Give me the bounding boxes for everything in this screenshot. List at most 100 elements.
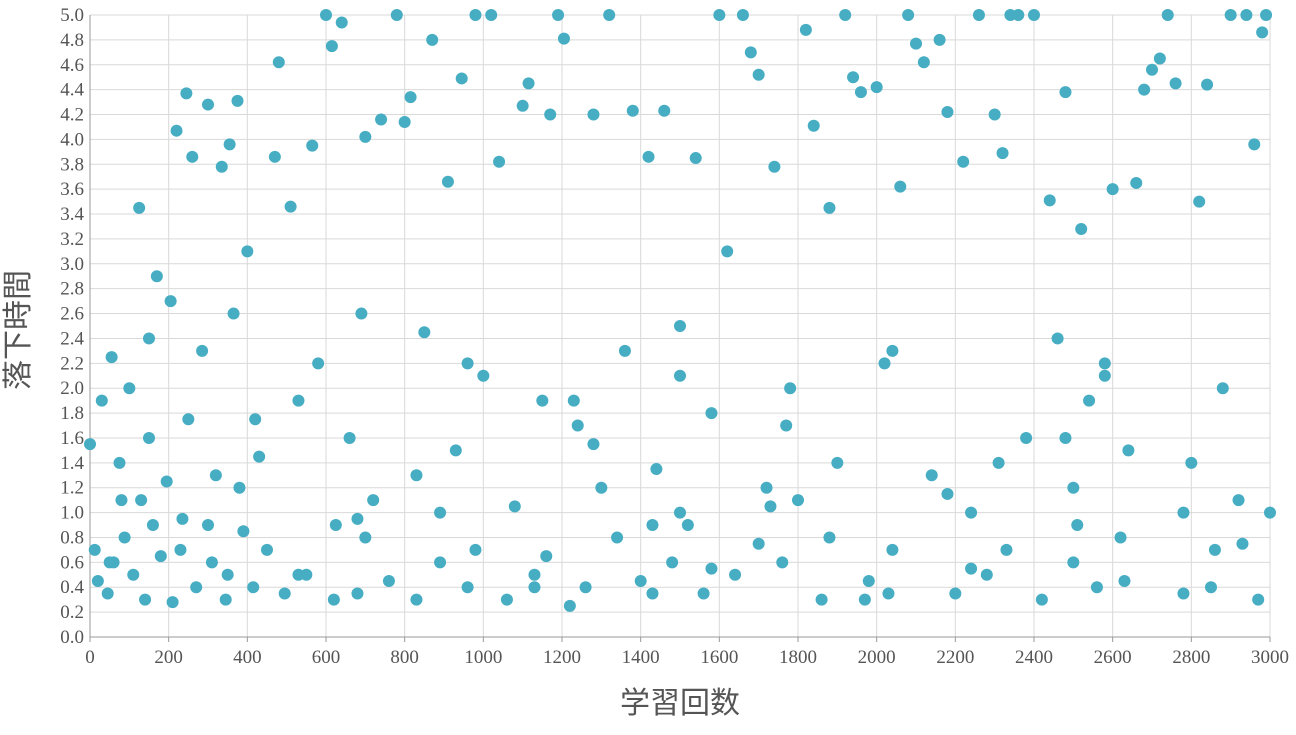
point: [351, 512, 364, 525]
point: [752, 537, 765, 550]
point: [646, 587, 659, 600]
point: [351, 587, 364, 600]
point: [95, 394, 108, 407]
point: [933, 33, 946, 46]
y-tick-label: 0.8: [60, 527, 84, 548]
point: [182, 413, 195, 426]
point: [792, 494, 804, 507]
point: [196, 344, 209, 357]
point: [390, 9, 403, 21]
point: [1169, 77, 1182, 90]
point: [335, 16, 348, 29]
point: [1240, 9, 1253, 21]
point: [1098, 369, 1111, 382]
point: [1051, 332, 1064, 345]
point: [1224, 9, 1237, 21]
y-tick-label: 2.4: [60, 328, 84, 349]
y-tick-label: 2.6: [60, 304, 84, 325]
point: [150, 270, 163, 283]
point: [847, 71, 860, 84]
point: [626, 104, 639, 117]
point: [595, 481, 608, 494]
point: [1020, 431, 1033, 444]
point: [642, 150, 655, 163]
point: [115, 494, 128, 507]
point: [219, 593, 232, 606]
point: [434, 556, 447, 569]
point: [579, 581, 592, 594]
point: [1153, 52, 1166, 65]
point: [557, 32, 570, 45]
point: [910, 37, 922, 50]
point: [88, 543, 101, 556]
point: [894, 180, 907, 193]
point: [681, 519, 694, 532]
point: [1035, 593, 1048, 606]
point: [1106, 183, 1119, 196]
point: [988, 108, 1001, 121]
point: [355, 307, 368, 320]
point: [949, 587, 962, 600]
y-tick-label: 3.6: [60, 179, 84, 200]
y-tick-label: 1.6: [60, 428, 84, 449]
y-tick-label: 4.2: [60, 105, 84, 126]
point: [154, 550, 167, 563]
point: [858, 593, 871, 606]
point: [744, 46, 757, 59]
point: [1071, 519, 1084, 532]
point: [118, 531, 131, 544]
point: [544, 108, 557, 121]
point: [1256, 26, 1269, 39]
x-tick-label: 400: [233, 647, 262, 668]
point: [941, 487, 954, 500]
point: [418, 326, 431, 339]
point: [862, 575, 875, 588]
point: [284, 200, 297, 213]
point: [1000, 543, 1013, 556]
point: [449, 444, 462, 457]
point: [143, 332, 155, 345]
point: [886, 543, 899, 556]
x-tick-label: 2200: [936, 647, 974, 668]
point: [831, 456, 844, 469]
point: [127, 568, 140, 581]
point: [327, 593, 340, 606]
point: [1059, 431, 1072, 444]
point: [190, 581, 203, 594]
point: [227, 307, 240, 320]
point: [278, 587, 291, 600]
point: [133, 201, 146, 214]
point: [925, 469, 938, 482]
point: [202, 519, 214, 532]
point: [202, 98, 214, 111]
point: [1083, 394, 1096, 407]
point: [469, 9, 482, 21]
point: [1264, 506, 1276, 519]
point: [1232, 494, 1245, 507]
point: [1118, 575, 1131, 588]
y-tick-label: 1.2: [60, 478, 84, 499]
point: [1193, 195, 1206, 208]
point: [823, 201, 836, 214]
point: [674, 320, 686, 332]
y-tick-label: 3.8: [60, 154, 84, 175]
y-tick-label: 4.6: [60, 55, 84, 76]
point: [223, 138, 236, 151]
point: [247, 581, 260, 594]
point: [522, 77, 535, 90]
point: [634, 575, 647, 588]
point: [536, 394, 549, 407]
point: [1260, 9, 1273, 21]
point: [233, 481, 246, 494]
point: [552, 9, 565, 21]
point: [434, 506, 447, 519]
point: [713, 9, 726, 21]
point: [272, 56, 285, 69]
point: [721, 245, 734, 258]
y-tick-label: 3.2: [60, 229, 84, 250]
x-tick-label: 1000: [464, 647, 502, 668]
point: [705, 562, 718, 575]
point: [135, 494, 148, 507]
y-tick-label: 3.4: [60, 204, 84, 225]
point: [992, 456, 1005, 469]
